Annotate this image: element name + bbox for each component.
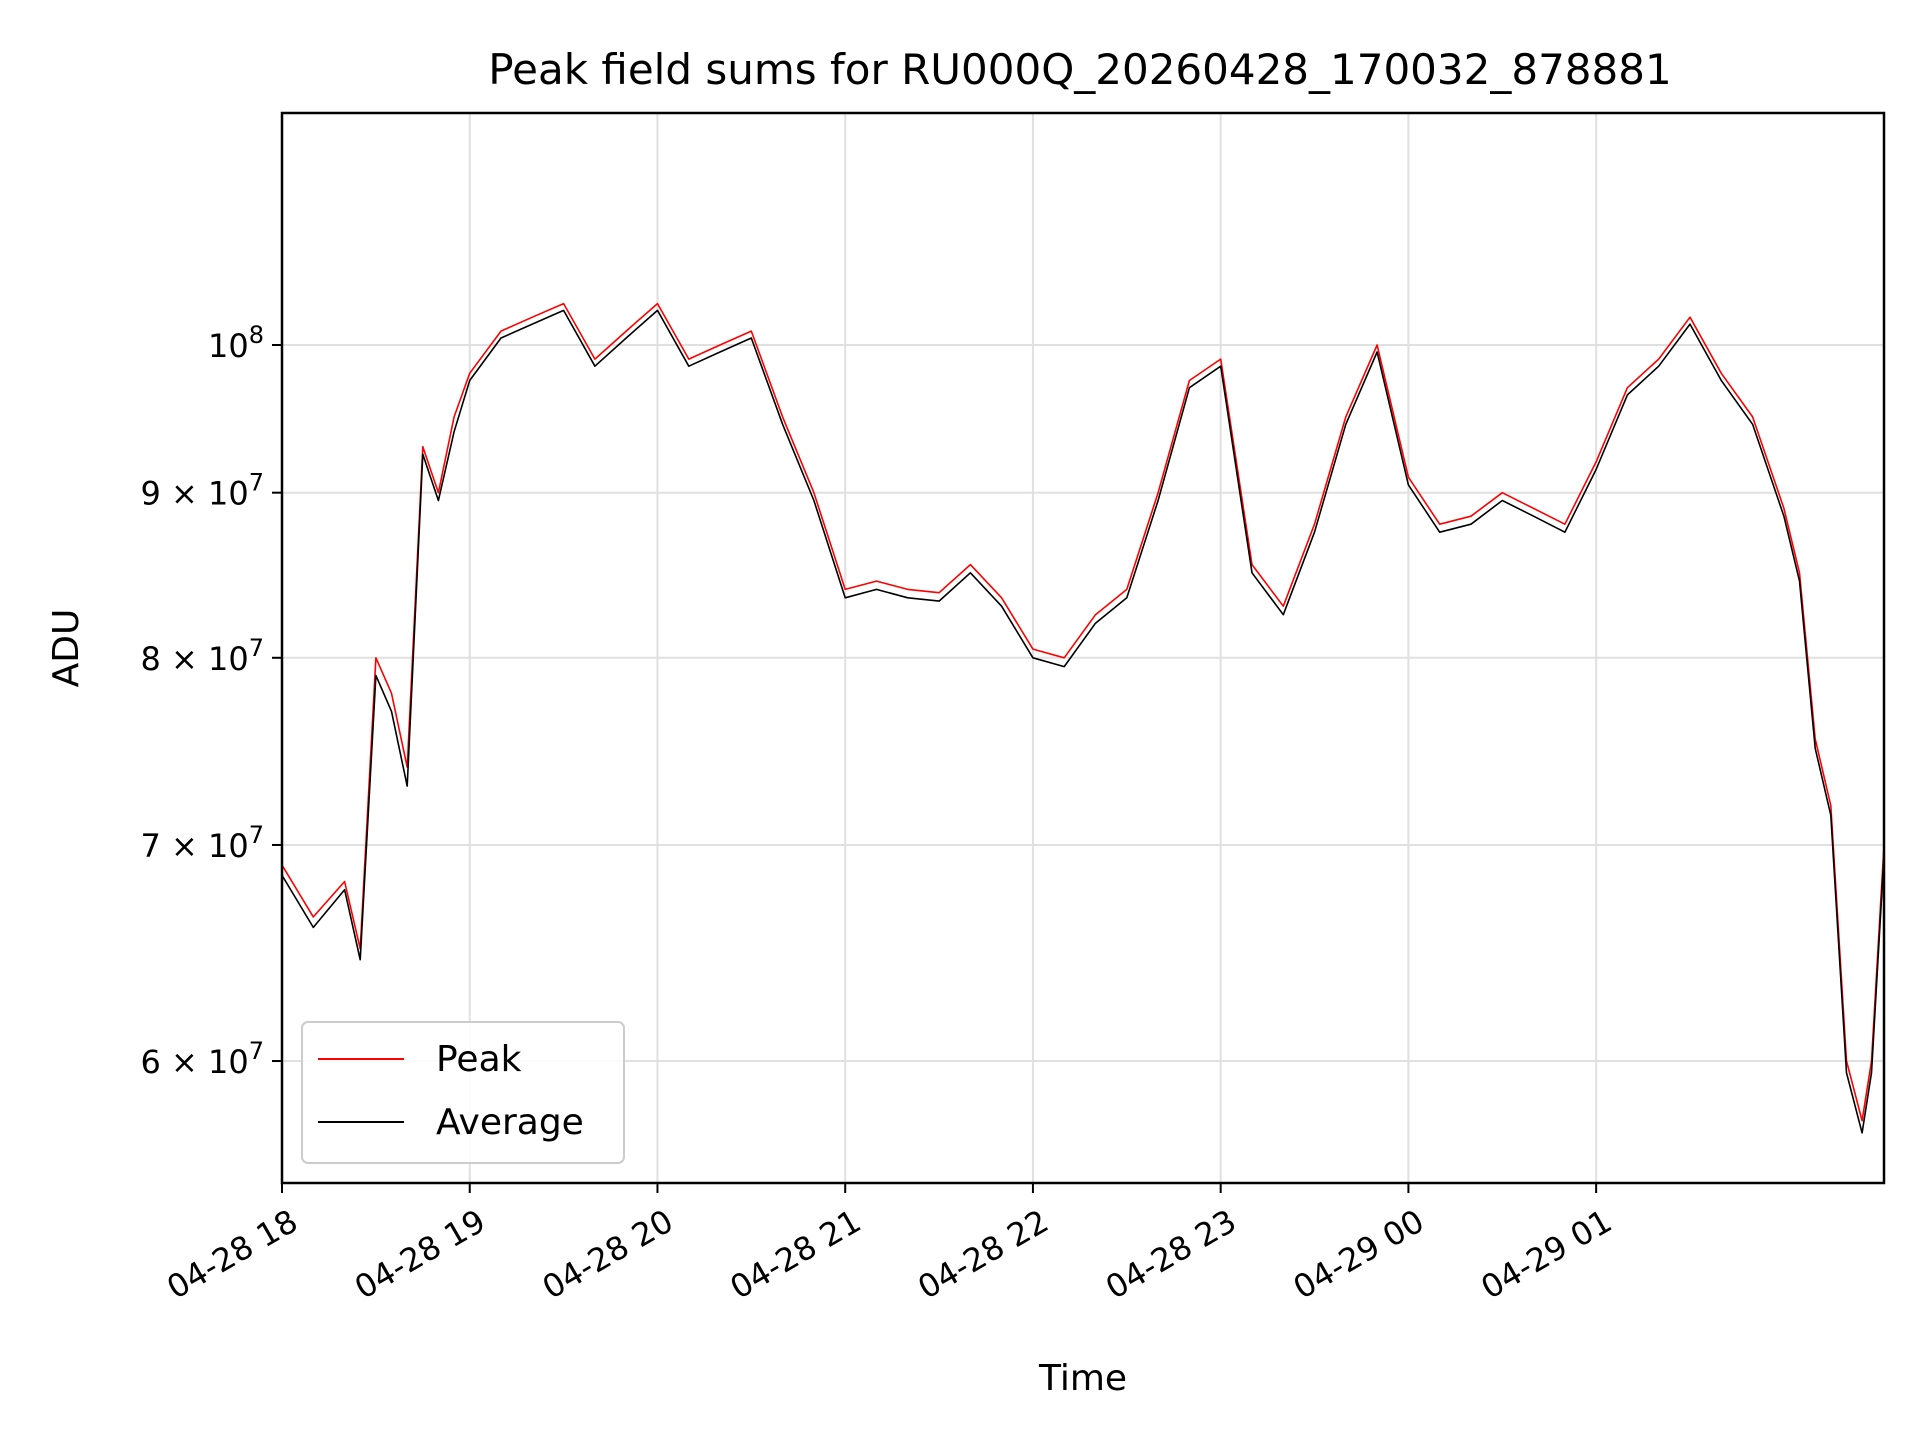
x-tick-label: 04-28 19 xyxy=(348,1202,492,1307)
chart-title: Peak field sums for RU000Q_20260428_1700… xyxy=(488,45,1671,94)
plot-area-frame xyxy=(280,111,1886,1185)
x-tick-label: 04-29 00 xyxy=(1287,1202,1431,1307)
legend-label-average: Average xyxy=(436,1102,584,1143)
x-tick-label: 04-28 21 xyxy=(724,1202,868,1307)
series-lines xyxy=(282,302,1884,1134)
x-tick-label: 04-29 01 xyxy=(1475,1202,1619,1307)
x-tick-label: 04-28 20 xyxy=(536,1202,680,1307)
legend-label-peak: Peak xyxy=(436,1039,522,1080)
x-tick-label: 04-28 23 xyxy=(1099,1202,1243,1307)
y-tick-label: 8 × 107 xyxy=(140,634,264,678)
series-line-average xyxy=(282,309,1884,1134)
x-axis-label: Time xyxy=(1038,1358,1127,1399)
legend: Peak Average xyxy=(301,1021,625,1164)
y-tick-label: 7 × 107 xyxy=(140,821,264,865)
y-axis-label: ADU xyxy=(46,609,87,688)
y-axis: 6 × 107 7 × 107 8 × 107 9 × 107 108 xyxy=(140,321,282,1081)
series-line-peak xyxy=(282,302,1884,1122)
x-axis: 04-28 18 04-28 19 04-28 20 04-28 21 04-28 22… xyxy=(160,1183,1618,1307)
y-tick-label: 108 xyxy=(208,321,264,365)
x-tick-label: 04-28 18 xyxy=(160,1202,304,1307)
y-tick-label: 9 × 107 xyxy=(140,469,264,513)
x-tick-label: 04-28 22 xyxy=(911,1202,1055,1307)
y-tick-label: 6 × 107 xyxy=(140,1037,264,1081)
legend-box xyxy=(301,1021,625,1164)
